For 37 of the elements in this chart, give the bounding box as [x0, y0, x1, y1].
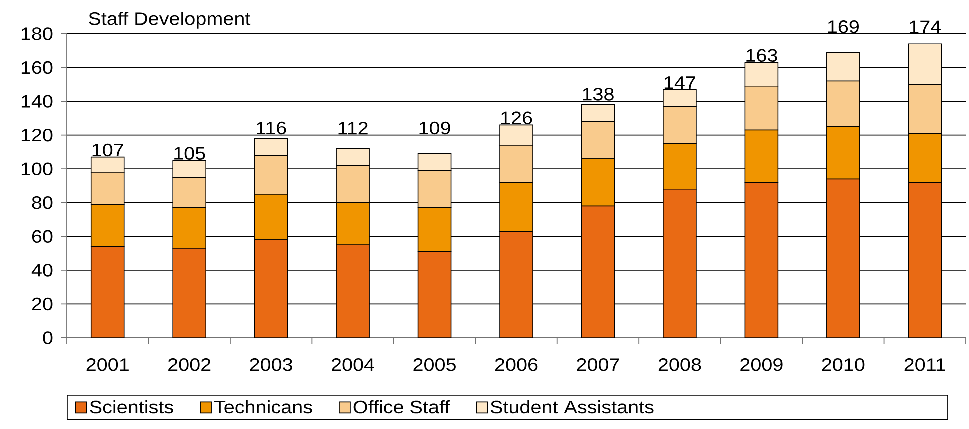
y-tick-label: 40 [32, 264, 53, 277]
x-tick-label: 2004 [332, 358, 374, 372]
y-tick-label: 120 [22, 128, 53, 142]
legend-label: Office Staff [354, 400, 450, 414]
x-tick-label: 2007 [577, 358, 620, 372]
y-tick-label: 60 [32, 230, 53, 244]
x-tick-label: 2002 [168, 358, 211, 372]
y-tick-label: 180 [22, 28, 53, 40]
x-tick-label: 2003 [250, 358, 292, 372]
total-label: 107 [92, 144, 124, 157]
chart-title: Staff Development [89, 12, 251, 29]
total-label: 116 [257, 122, 286, 135]
total-label: 112 [338, 122, 368, 135]
x-tick-label: 2010 [822, 358, 865, 372]
total-label: 109 [420, 122, 450, 135]
y-tick-label: 80 [32, 196, 53, 210]
legend-label: Student Assistants [490, 400, 654, 414]
total-label: 163 [746, 49, 778, 62]
x-tick-label: 2008 [658, 358, 702, 372]
total-label: 169 [828, 20, 859, 34]
total-label: 147 [664, 76, 696, 90]
total-label: 126 [502, 112, 532, 124]
x-tick-label: 2006 [495, 358, 538, 372]
y-tick-label: 100 [22, 162, 53, 176]
x-tick-label: 2009 [740, 358, 783, 372]
y-tick-label: 0 [43, 332, 53, 344]
y-tick-label: 20 [32, 298, 53, 311]
total-label: 138 [583, 88, 614, 101]
legend-label: Technicans [214, 400, 312, 414]
y-tick-label: 160 [22, 61, 53, 74]
total-label: 105 [174, 147, 206, 160]
x-tick-label: 2011 [904, 358, 946, 372]
x-tick-label: 2001 [86, 358, 129, 372]
legend-label: Scientists [90, 400, 174, 414]
x-tick-label: 2005 [414, 358, 456, 372]
total-label: 174 [910, 20, 942, 34]
y-tick-label: 140 [22, 95, 53, 108]
